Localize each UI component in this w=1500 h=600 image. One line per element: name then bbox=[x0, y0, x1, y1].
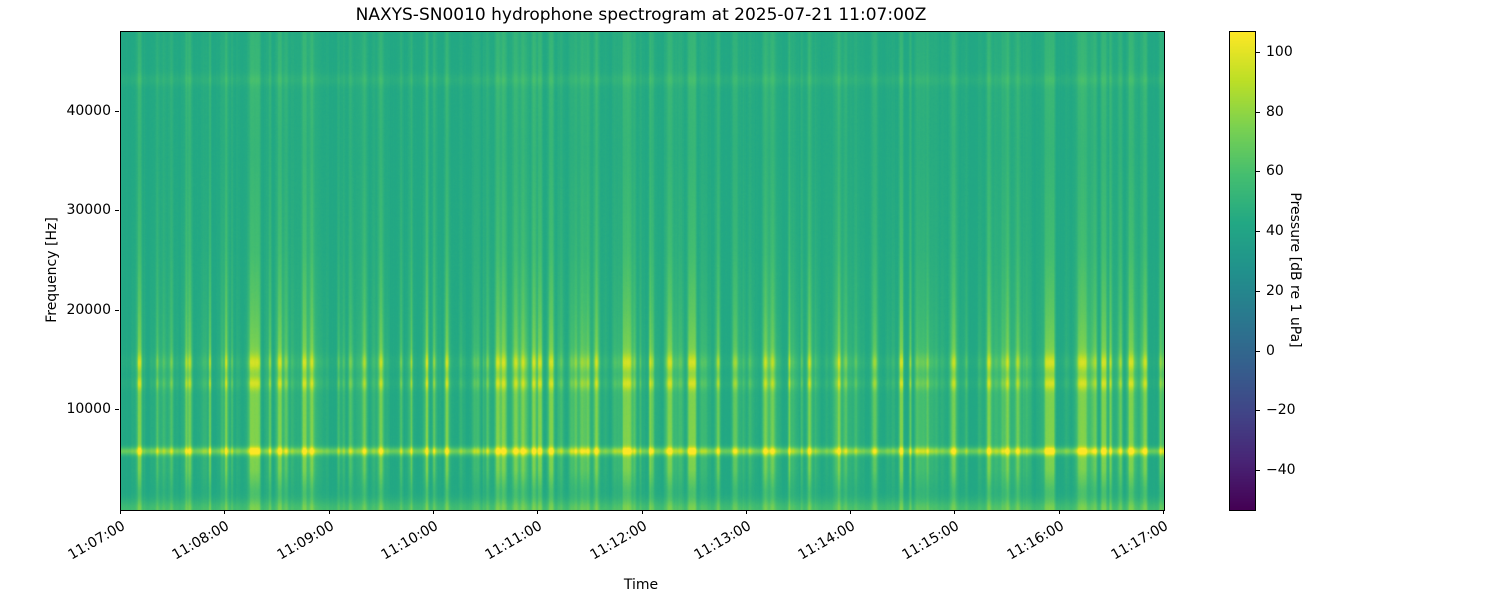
x-tick-label: 11:16:00 bbox=[1004, 518, 1067, 564]
x-tick-label: 11:07:00 bbox=[65, 518, 128, 564]
x-tick-label: 11:15:00 bbox=[899, 518, 963, 564]
chart-title: NAXYS-SN0010 hydrophone spectrogram at 2… bbox=[355, 5, 927, 25]
x-tick-label: 11:17:00 bbox=[1108, 518, 1171, 564]
x-tick-mark bbox=[954, 510, 956, 514]
y-tick-mark bbox=[115, 110, 119, 112]
colorbar-tick-label: 40 bbox=[1266, 223, 1284, 240]
x-tick-label: 11:10:00 bbox=[378, 518, 441, 564]
x-tick-mark bbox=[745, 510, 747, 514]
y-tick-mark bbox=[115, 309, 119, 311]
x-tick-mark bbox=[120, 510, 121, 514]
colorbar bbox=[1229, 31, 1256, 511]
colorbar-tick-label: 100 bbox=[1266, 43, 1293, 60]
colorbar-gradient bbox=[1230, 32, 1255, 510]
colorbar-tick-label: −40 bbox=[1266, 462, 1296, 479]
colorbar-tick-mark bbox=[1256, 111, 1260, 113]
x-axis-label: Time bbox=[623, 577, 659, 593]
colorbar-tick-label: 20 bbox=[1266, 282, 1284, 299]
y-tick-label: 30000 bbox=[66, 202, 111, 219]
x-tick-label: 11:09:00 bbox=[274, 518, 337, 564]
y-tick-mark bbox=[115, 210, 119, 212]
y-tick-label: 40000 bbox=[66, 102, 111, 119]
x-tick-label: 11:13:00 bbox=[691, 518, 754, 564]
colorbar-tick-label: −20 bbox=[1266, 402, 1296, 419]
x-tick-mark bbox=[641, 510, 643, 514]
y-axis-label: Frequency [Hz] bbox=[44, 217, 60, 323]
x-tick-mark bbox=[224, 510, 226, 514]
colorbar-tick-label: 60 bbox=[1266, 163, 1284, 180]
x-tick-label: 11:12:00 bbox=[587, 518, 650, 564]
colorbar-tick-mark bbox=[1256, 51, 1260, 53]
x-tick-mark bbox=[432, 510, 434, 514]
colorbar-tick-mark bbox=[1256, 290, 1260, 292]
colorbar-tick-mark bbox=[1256, 171, 1260, 173]
colorbar-tick-mark bbox=[1256, 470, 1260, 472]
x-tick-mark bbox=[1058, 510, 1060, 514]
colorbar-tick-mark bbox=[1256, 231, 1260, 233]
x-tick-label: 11:08:00 bbox=[169, 518, 233, 564]
x-tick-mark bbox=[328, 510, 330, 514]
x-tick-mark bbox=[537, 510, 539, 514]
x-tick-label: 11:14:00 bbox=[795, 518, 859, 564]
colorbar-tick-label: 80 bbox=[1266, 103, 1284, 120]
colorbar-label: Pressure [dB re 1 uPa] bbox=[1287, 192, 1303, 348]
plot-area bbox=[120, 31, 1165, 511]
y-tick-mark bbox=[115, 409, 119, 411]
colorbar-tick-label: 0 bbox=[1266, 342, 1275, 359]
colorbar-tick-mark bbox=[1256, 410, 1260, 412]
colorbar-tick-mark bbox=[1256, 350, 1260, 352]
x-tick-mark bbox=[850, 510, 852, 514]
y-tick-label: 10000 bbox=[66, 401, 111, 418]
spectrogram-image bbox=[121, 32, 1164, 510]
x-tick-label: 11:11:00 bbox=[482, 518, 546, 564]
y-tick-label: 20000 bbox=[66, 301, 111, 318]
x-tick-mark bbox=[1163, 510, 1164, 514]
